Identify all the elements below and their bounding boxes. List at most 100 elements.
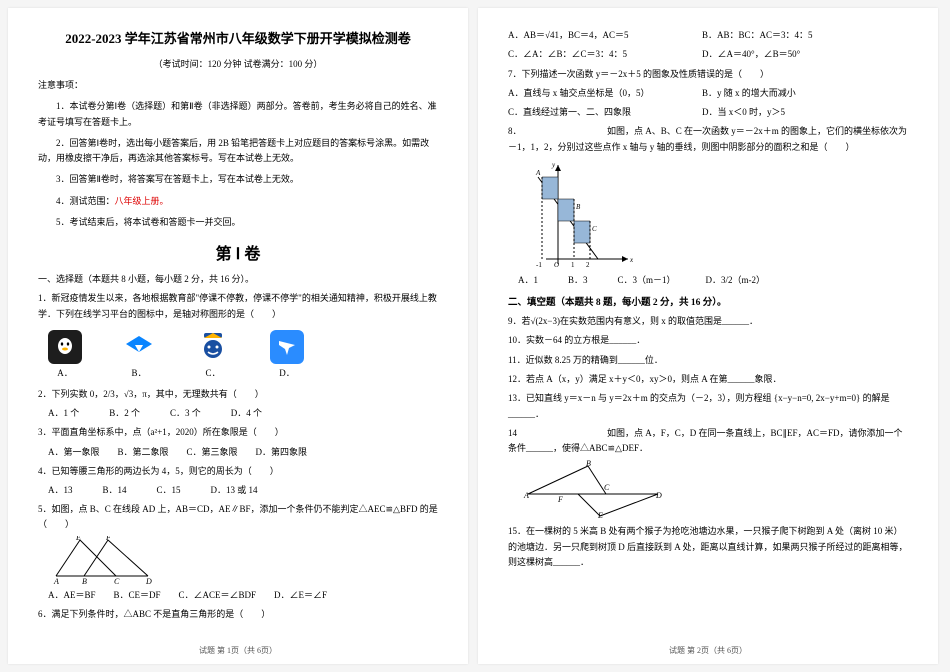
svg-text:C: C [604, 483, 610, 492]
q1-opt-a: A． [48, 330, 82, 379]
tencent-class-icon [122, 330, 156, 364]
q1-opt-d: D． [270, 330, 304, 379]
svg-text:D: D [655, 491, 662, 500]
q8-figure: A B C -1 O 1 2 x y [518, 159, 908, 269]
q1-opt-b-label: B． [131, 366, 146, 379]
page-1: 2022-2023 学年江苏省常州市八年级数学下册开学模拟检测卷 （考试时间：1… [8, 8, 468, 664]
q1-opt-a-label: A． [57, 366, 73, 379]
q4-opt-a: A．13 [48, 483, 73, 496]
question-9: 9．若√(2x−3)在实数范围内有意义，则 x 的取值范围是______． [508, 314, 908, 329]
svg-text:-1: -1 [536, 261, 542, 269]
sheet: 2022-2023 学年江苏省常州市八年级数学下册开学模拟检测卷 （考试时间：1… [0, 0, 950, 672]
svg-text:C: C [114, 577, 120, 584]
q7-opt-d: D．当 x＜0 时，y＞5 [702, 105, 908, 120]
q7-options-block: A．直线与 x 轴交点坐标是（0，5） C．直线经过第一、二、四象限 B．y 随… [508, 86, 908, 125]
q7-opt-a: A．直线与 x 轴交点坐标是（0，5） [508, 86, 688, 101]
q2-opt-c: C．3 个 [170, 406, 201, 419]
question-6: 6．满足下列条件时，△ABC 不是直角三角形的是（ ） [38, 607, 438, 622]
note-4-scope: 八年级上册。 [115, 196, 169, 206]
volume-title: 第 Ⅰ 卷 [38, 240, 438, 264]
page-2-footer: 试题 第 2页（共 6页） [478, 645, 938, 656]
q5-opt-c: C．∠ACE＝∠BDF [179, 588, 257, 601]
q3-opt-c: C．第三象限 [187, 445, 238, 458]
q8-options: A．1 B．3 C．3（m－1） D．3/2（m-2） [518, 273, 908, 286]
svg-text:E: E [597, 511, 603, 520]
question-15: 15．在一棵树的 5 米高 B 处有两个猴子为抢吃池塘边水果，一只猴子爬下树跑到… [508, 524, 908, 570]
note-3: 3．回答第Ⅱ卷时，将答案写在答题卡上，写在本试卷上无效。 [38, 172, 438, 187]
q8-opt-a: A．1 [518, 273, 538, 286]
question-2: 2．下列实数 0，2/3，√3，π，其中，无理数共有（ ） [38, 387, 438, 402]
q2-options: A．1 个 B．2 个 C．3 个 D．4 个 [48, 406, 438, 419]
q2-opt-a: A．1 个 [48, 406, 79, 419]
q5-options: A．AE＝BF B．CE＝DF C．∠ACE＝∠BDF D．∠E＝∠F [48, 588, 438, 601]
svg-text:A: A [523, 491, 529, 500]
q2-opt-b: B．2 个 [109, 406, 140, 419]
svg-text:B: B [576, 203, 581, 211]
svg-text:A: A [535, 169, 541, 177]
q1-opt-c-label: C． [205, 366, 220, 379]
q8-opt-c: C．3（m－1） [618, 273, 676, 286]
question-7: 7．下列描述一次函数 y＝－2x＋5 的图象及性质错误的是（ ） [508, 67, 908, 82]
svg-text:B: B [82, 577, 87, 584]
q5-opt-b: B．CE＝DF [114, 588, 161, 601]
note-5: 5．考试结束后，将本试卷和答题卡一并交回。 [38, 215, 438, 230]
qq-icon [48, 330, 82, 364]
xueleyun-icon [196, 330, 230, 364]
svg-text:1: 1 [571, 261, 575, 269]
q8-opt-d: D．3/2（m-2） [706, 273, 766, 286]
svg-text:A: A [53, 577, 59, 584]
q7-opt-b: B．y 随 x 的增大而减小 [702, 86, 908, 101]
q3-opt-b: B．第二象限 [118, 445, 169, 458]
q5-figure: A B C D E F [48, 536, 438, 584]
question-12: 12．若点 A（x，y）满足 x＋y＜0，xy＞0，则点 A 在第______象… [508, 372, 908, 387]
question-8: 8． 如图，点 A、B、C 在一次函数 y＝－2x＋m 的图象上，它们的横坐标依… [508, 124, 908, 155]
q4-opt-d: D．13 或 14 [211, 483, 258, 496]
q3-opt-a: A．第一象限 [48, 445, 100, 458]
q7-opt-c: C．直线经过第一、二、四象限 [508, 105, 688, 120]
q8-opt-b: B．3 [568, 273, 588, 286]
svg-text:2: 2 [586, 261, 590, 269]
section-2-header: 二、填空题（本题共 8 题，每小题 2 分，共 16 分）。 [508, 294, 908, 308]
question-4: 4．已知等腰三角形的两边长为 4，5，则它的周长为（ ） [38, 464, 438, 479]
exam-subtitle: （考试时间：120 分钟 试卷满分：100 分） [38, 57, 438, 70]
q6-opt-a: A．AB＝√41，BC＝4，AC＝5 [508, 28, 688, 43]
svg-text:D: D [145, 577, 152, 584]
svg-text:C: C [592, 225, 597, 233]
question-13: 13．已知直线 y＝x－n 与 y＝2x＋m 的交点为（－2，3），则方程组 {… [508, 391, 908, 422]
question-11: 11．近似数 8.25 万的精确到______位． [508, 353, 908, 368]
question-3: 3．平面直角坐标系中，点（a²+1，2020）所在象限是（ ） [38, 425, 438, 440]
q6-opt-d: D．∠A＝40°，∠B＝50° [702, 47, 908, 62]
page-2: A．AB＝√41，BC＝4，AC＝5 C．∠A：∠B：∠C＝3：4：5 B．AB… [478, 8, 938, 664]
q4-opt-b: B．14 [103, 483, 127, 496]
q14-figure: A F C D B E [518, 460, 908, 520]
notice-header: 注意事项： [38, 78, 438, 93]
dingtalk-icon [270, 330, 304, 364]
note-4-prefix: 4．测试范围： [56, 196, 115, 206]
question-10: 10．实数－64 的立方根是______． [508, 333, 908, 348]
svg-text:F: F [557, 495, 563, 504]
section-1-header: 一、选择题（本题共 8 小题，每小题 2 分，共 16 分）。 [38, 272, 438, 285]
svg-text:x: x [629, 256, 634, 264]
q1-opt-c: C． [196, 330, 230, 379]
q1-options: A． B． C． D． [48, 330, 438, 379]
question-14: 14 如图，点 A，F，C，D 在同一条直线上，BC∥EF，AC＝FD，请你添加… [508, 426, 908, 457]
q6-opt-c: C．∠A：∠B：∠C＝3：4：5 [508, 47, 688, 62]
svg-text:E: E [75, 536, 81, 542]
note-2: 2．回答第Ⅰ卷时，选出每小题答案后，用 2B 铅笔把答题卡上对应题目的答案标号涂… [38, 136, 438, 167]
q5-opt-a: A．AE＝BF [48, 588, 96, 601]
q6-options-block: A．AB＝√41，BC＝4，AC＝5 C．∠A：∠B：∠C＝3：4：5 B．AB… [508, 28, 908, 67]
page-1-footer: 试题 第 1页（共 6页） [8, 645, 468, 656]
question-5: 5．如图，点 B、C 在线段 AD 上，AB＝CD，AE∥BF，添加一个条件仍不… [38, 502, 438, 533]
q3-opt-d: D．第四象限 [256, 445, 308, 458]
q5-opt-d: D．∠E＝∠F [274, 588, 327, 601]
note-4: 4．测试范围：八年级上册。 [38, 194, 438, 209]
svg-text:F: F [105, 536, 111, 542]
note-1: 1．本试卷分第Ⅰ卷（选择题）和第Ⅱ卷（非选择题）两部分。答卷前，考生务必将自己的… [38, 99, 438, 130]
question-1: 1．新冠疫情发生以来，各地根据教育部"停课不停教，停课不停学"的相关通知精神，积… [38, 291, 438, 322]
q6-opt-b: B．AB：BC：AC＝3：4：5 [702, 28, 908, 43]
q1-opt-d-label: D． [279, 366, 295, 379]
q3-options: A．第一象限 B．第二象限 C．第三象限 D．第四象限 [48, 445, 438, 458]
svg-text:y: y [551, 161, 556, 169]
exam-title: 2022-2023 学年江苏省常州市八年级数学下册开学模拟检测卷 [38, 28, 438, 47]
svg-text:B: B [586, 460, 591, 468]
